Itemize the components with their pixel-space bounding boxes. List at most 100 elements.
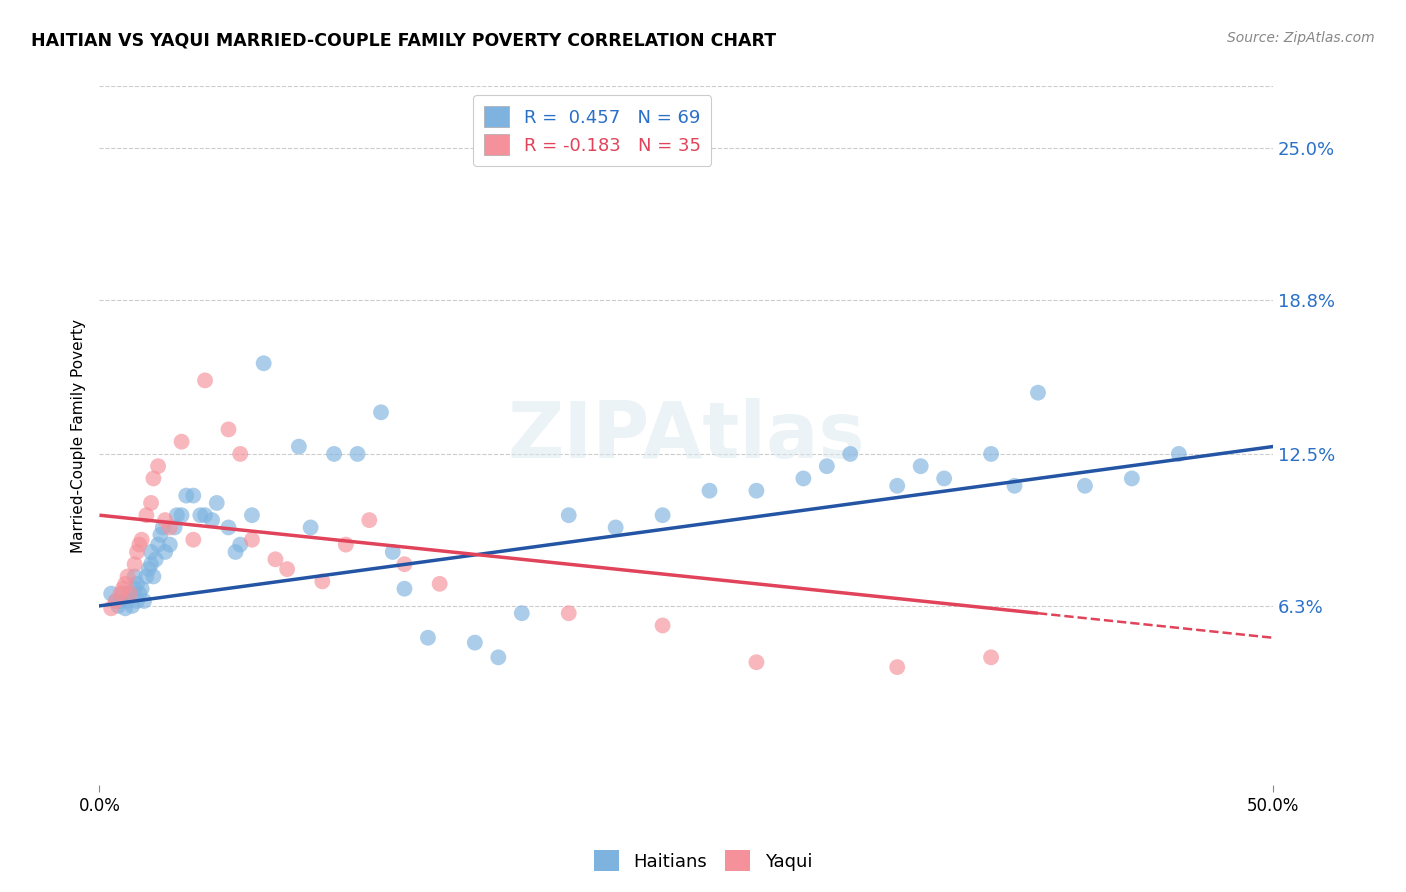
Point [114,601,136,615]
Point [166,508,188,523]
Point [159,538,181,552]
Point [839,447,862,461]
Point [218,520,240,534]
Point [299,520,322,534]
Point [980,447,1002,461]
Point [114,576,136,591]
Point [1167,447,1189,461]
Point [276,562,298,576]
Point [117,569,139,583]
Point [1004,479,1026,493]
Point [188,508,211,523]
Point [117,594,139,608]
Point [557,606,579,620]
Point [124,569,146,583]
Point [124,558,146,572]
Point [429,576,451,591]
Point [104,594,127,608]
Point [605,520,627,534]
Point [149,528,172,542]
Point [139,558,162,572]
Text: HAITIAN VS YAQUI MARRIED-COUPLE FAMILY POVERTY CORRELATION CHART: HAITIAN VS YAQUI MARRIED-COUPLE FAMILY P… [31,31,776,49]
Point [311,574,333,589]
Point [416,631,439,645]
Point [146,459,169,474]
Point [240,533,263,547]
Point [1121,471,1143,485]
Point [486,650,509,665]
Point [100,601,122,615]
Point [323,447,346,461]
Point [1074,479,1097,493]
Point [205,496,228,510]
Point [145,552,167,566]
Legend: R =  0.457   N = 69, R = -0.183   N = 35: R = 0.457 N = 69, R = -0.183 N = 35 [472,95,711,166]
Point [346,447,368,461]
Point [100,586,122,600]
Point [124,582,146,596]
Point [107,599,129,613]
Point [131,582,153,596]
Point [125,576,148,591]
Point [181,489,204,503]
Point [138,562,160,576]
Point [359,513,381,527]
Point [170,434,193,449]
Point [253,356,276,370]
Point [118,586,141,600]
Point [264,552,287,566]
Point [125,594,148,608]
Point [159,520,181,534]
Point [111,582,134,596]
Point [121,599,143,613]
Legend: Haitians, Yaqui: Haitians, Yaqui [586,843,820,879]
Point [118,586,141,600]
Point [128,586,150,600]
Point [139,545,162,559]
Point [170,508,193,523]
Point [128,538,150,552]
Point [240,508,263,523]
Point [370,405,392,419]
Point [146,538,169,552]
Point [201,513,224,527]
Text: Source: ZipAtlas.com: Source: ZipAtlas.com [1227,31,1375,45]
Point [745,483,768,498]
Point [651,508,673,523]
Point [557,508,579,523]
Point [132,594,155,608]
Point [745,655,768,669]
Point [152,520,174,534]
Point [910,459,932,474]
Point [163,520,186,534]
Y-axis label: Married-Couple Family Poverty: Married-Couple Family Poverty [72,318,86,552]
Text: ZIPAtlas: ZIPAtlas [508,398,865,474]
Point [886,660,908,674]
Point [135,508,157,523]
Point [651,618,673,632]
Point [194,373,217,387]
Point [125,545,148,559]
Point [135,569,157,583]
Point [142,471,165,485]
Point [815,459,838,474]
Point [104,594,127,608]
Point [1026,385,1049,400]
Point [181,533,204,547]
Point [934,471,956,485]
Point [111,586,134,600]
Point [229,447,252,461]
Point [194,508,217,523]
Point [218,422,240,436]
Point [110,594,132,608]
Point [464,635,486,649]
Point [153,513,176,527]
Point [394,558,416,572]
Point [110,586,132,600]
Point [225,545,247,559]
Point [139,496,162,510]
Point [288,440,311,454]
Point [131,533,153,547]
Point [394,582,416,596]
Point [699,483,721,498]
